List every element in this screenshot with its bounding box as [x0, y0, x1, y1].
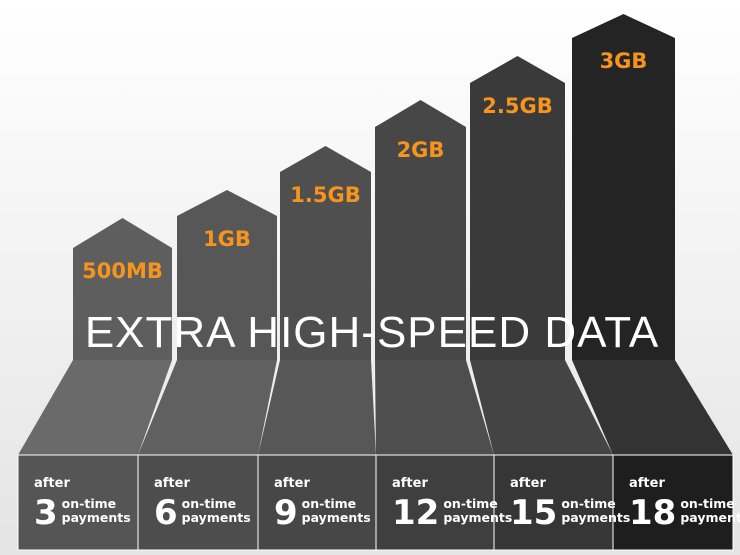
unit-line-1: on-time	[443, 496, 497, 511]
column	[375, 100, 466, 360]
perspective-band	[138, 360, 277, 455]
after-label: after	[392, 476, 428, 491]
data-amount: 500MB	[82, 259, 163, 283]
data-amount: 1GB	[203, 227, 251, 251]
data-amount: 2GB	[397, 138, 445, 162]
after-label: after	[154, 476, 190, 491]
after-label: after	[629, 476, 665, 491]
unit-line-1: on-time	[561, 496, 615, 511]
data-amount: 1.5GB	[290, 183, 360, 207]
payment-count: 6	[154, 493, 178, 533]
unit-line-1: on-time	[680, 496, 734, 511]
unit-line-2: payments	[62, 510, 131, 525]
unit-line-1: on-time	[302, 496, 356, 511]
payment-box	[137, 454, 259, 551]
perspective-band	[375, 360, 494, 455]
unit-line-2: payments	[302, 510, 371, 525]
column	[572, 14, 675, 360]
after-label: after	[274, 476, 310, 491]
unit-line-2: payments	[443, 510, 512, 525]
after-label: after	[510, 476, 546, 491]
column	[177, 190, 277, 360]
payment-box	[375, 454, 495, 551]
unit-line-2: payments	[182, 510, 251, 525]
payment-box	[257, 454, 377, 551]
payment-box	[612, 454, 734, 551]
payment-count: 18	[629, 493, 676, 533]
payment-count: 3	[34, 493, 58, 533]
payment-box	[17, 454, 139, 551]
column	[470, 56, 565, 360]
payment-box	[493, 454, 614, 551]
perspective-band	[470, 360, 613, 455]
after-label: after	[34, 476, 70, 491]
data-amount: 2.5GB	[482, 94, 552, 118]
column	[280, 146, 371, 360]
title: EXTRA HIGH-SPEED DATA	[85, 308, 659, 357]
unit-line-2: payments	[561, 510, 630, 525]
payment-count: 12	[392, 493, 439, 533]
data-amount: 3GB	[600, 49, 648, 73]
payment-count: 15	[510, 493, 557, 533]
perspective-band	[572, 360, 733, 455]
unit-line-1: on-time	[62, 496, 116, 511]
payment-count: 9	[274, 493, 298, 533]
column	[73, 218, 172, 360]
unit-line-1: on-time	[182, 496, 236, 511]
perspective-band	[258, 360, 376, 455]
perspective-band	[18, 360, 172, 455]
unit-line-2: payments	[680, 510, 740, 525]
